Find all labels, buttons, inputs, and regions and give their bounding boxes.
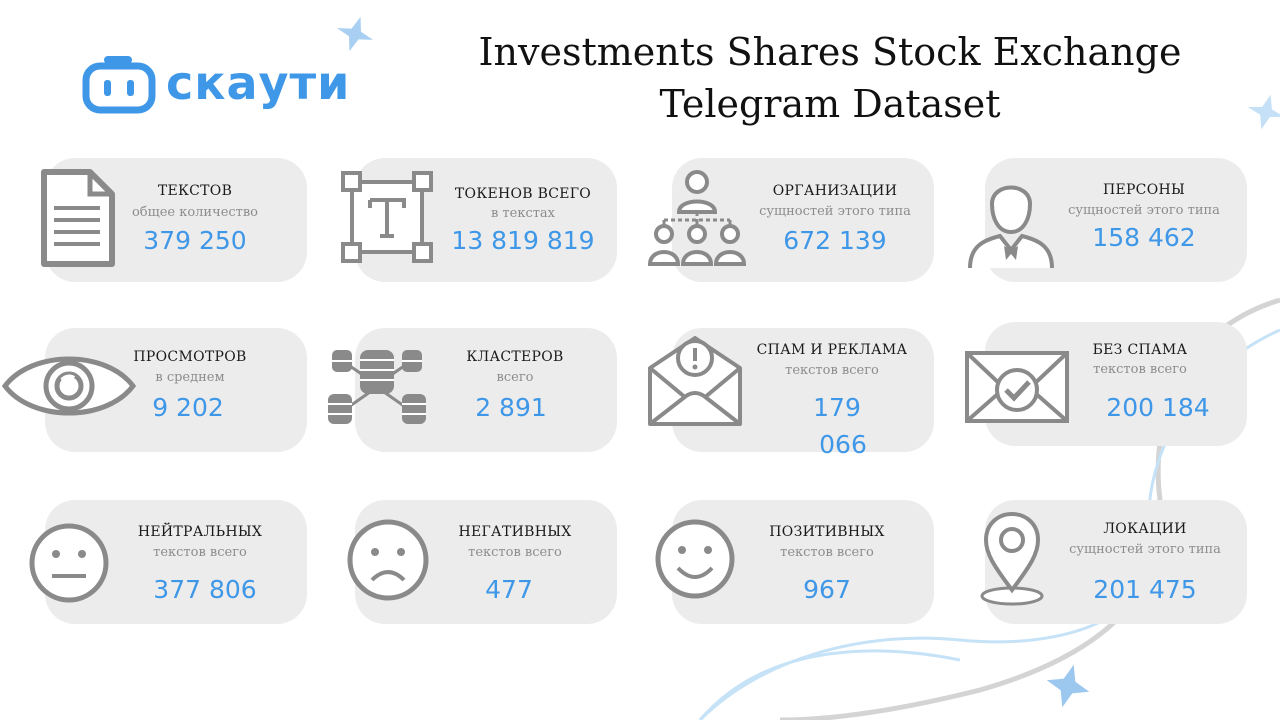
organization-icon (647, 170, 747, 266)
stat-label: ЛОКАЦИИ (1103, 521, 1187, 537)
stat-sublabel: сущностей этого типа (1068, 203, 1220, 218)
stat-label: ТОКЕНОВ ВСЕГО (454, 186, 592, 202)
stat-sublabel: текстов всего (153, 545, 247, 560)
eye-icon (2, 356, 136, 416)
stat-label: ОРГАНИЗАЦИИ (772, 183, 898, 199)
stat-value: 2 891 (475, 393, 547, 422)
star-icon (1247, 94, 1280, 130)
star-icon (336, 16, 374, 52)
database-cluster-icon (328, 350, 426, 424)
stat-value: 477 (485, 575, 533, 604)
smile-face-icon (655, 519, 735, 599)
stat-value: 179 (813, 393, 861, 422)
stat-label: КЛАСТЕРОВ (466, 349, 564, 365)
star-icon (1046, 664, 1090, 708)
document-icon (41, 169, 115, 267)
stat-card-clusters (355, 328, 617, 452)
stat-value: 672 139 (783, 226, 887, 255)
title-line-2: Telegram Dataset (659, 82, 1001, 126)
checked-envelope-icon (965, 351, 1069, 423)
neutral-face-icon (29, 523, 109, 603)
stat-label: НЕЙТРАЛЬНЫХ (137, 524, 263, 540)
stat-sublabel: текстов всего (785, 363, 879, 378)
spam-envelope-icon (648, 336, 742, 426)
stat-sublabel: общее количество (131, 205, 259, 220)
stat-value: 13 819 819 (451, 226, 595, 255)
stat-value: 158 462 (1092, 223, 1196, 252)
stat-sublabel: текстов всего (780, 545, 874, 560)
stat-value: 379 250 (143, 226, 247, 255)
stat-sublabel: сущностей этого типа (1069, 542, 1221, 557)
stat-sublabel: текстов всего (1093, 362, 1187, 377)
stat-value: 066 (819, 430, 867, 459)
stat-sublabel: сущностей этого типа (759, 204, 911, 219)
text-frame-icon (341, 171, 433, 263)
stat-label: ПОЗИТИВНЫХ (769, 524, 885, 540)
stat-label: НЕГАТИВНЫХ (458, 524, 572, 540)
stat-value: 9 202 (152, 393, 224, 422)
stat-label: БЕЗ СПАМА (1092, 342, 1188, 358)
stat-value: 201 475 (1093, 575, 1197, 604)
sad-face-icon (347, 519, 429, 601)
stat-value: 200 184 (1106, 393, 1210, 422)
stat-label: СПАМ И РЕКЛАМА (756, 342, 908, 358)
stat-sublabel: в текстах (490, 206, 556, 221)
stat-label: ПРОСМОТРОВ (133, 349, 247, 365)
stat-label: ПЕРСОНЫ (1102, 182, 1186, 198)
stat-sublabel: всего (496, 370, 534, 385)
title-line-1: Investments Shares Stock Exchange (478, 30, 1182, 74)
location-pin-icon (980, 511, 1044, 606)
stat-value: 967 (803, 575, 851, 604)
stat-sublabel: текстов всего (468, 545, 562, 560)
stat-sublabel: в среднем (155, 370, 225, 385)
stat-value: 377 806 (153, 575, 257, 604)
logo-text: скаути (166, 56, 351, 110)
person-icon (968, 185, 1054, 269)
robot-logo-icon (82, 56, 156, 114)
page-title: Investments Shares Stock Exchange Telegr… (440, 26, 1220, 130)
stat-label: ТЕКСТОВ (157, 183, 233, 199)
